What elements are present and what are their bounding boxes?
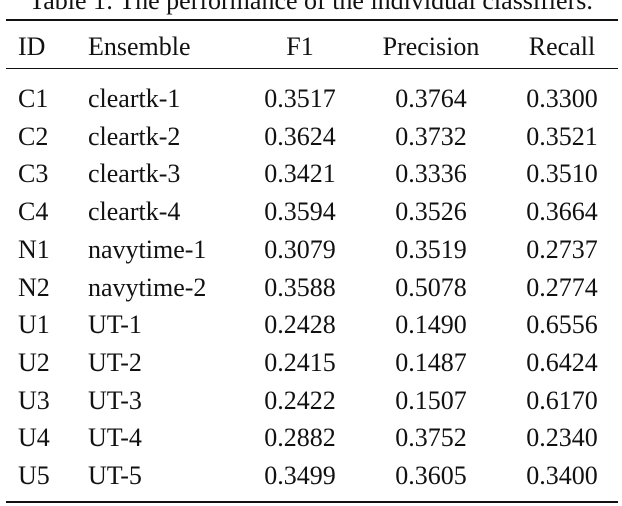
table-cell: 0.6424: [526, 347, 598, 377]
table-cell: UT-1: [88, 310, 142, 340]
mid-rule: [6, 68, 618, 69]
table-cell: 0.1490: [395, 310, 467, 340]
table-cell: 0.2737: [526, 234, 598, 264]
table-cell: 0.2882: [264, 423, 336, 453]
table-cell: N1: [18, 234, 50, 264]
caption: Table 1: The performance of the individu…: [29, 0, 593, 15]
table-cell: cleartk-2: [88, 121, 181, 151]
table-cell: 0.1487: [395, 347, 467, 377]
table-cell: 0.3664: [526, 197, 598, 227]
table-cell: 0.3588: [264, 272, 336, 302]
table-cell: 0.3336: [395, 159, 467, 189]
table-cell: 0.3526: [395, 197, 467, 227]
table-cell: UT-3: [88, 385, 142, 415]
table-cell: U4: [18, 423, 50, 453]
table-cell: 0.3605: [395, 461, 467, 490]
table-cell: 0.3752: [395, 423, 467, 453]
column-header: Ensemble: [88, 32, 191, 61]
table-cell: 0.3421: [264, 159, 336, 189]
table-cell: 0.2774: [526, 272, 598, 302]
column-header: Precision: [382, 32, 480, 61]
table-cell: C4: [18, 197, 49, 227]
table-cell: U2: [18, 347, 50, 377]
table-cell: 0.5078: [395, 272, 467, 302]
table-cell: C1: [18, 84, 49, 113]
table-cell: 0.3519: [395, 234, 467, 264]
table-cell: UT-5: [88, 461, 142, 490]
table-cell: 0.3300: [526, 84, 598, 113]
table-cell: 0.3510: [526, 159, 598, 189]
bottom-rule: [6, 501, 618, 503]
table-cell: 0.1507: [395, 385, 467, 415]
table-cell: 0.2415: [264, 347, 336, 377]
column-header: Recall: [528, 32, 596, 61]
column-header: ID: [18, 32, 46, 61]
table-cell: 0.2422: [264, 385, 336, 415]
table-cell: UT-2: [88, 347, 142, 377]
table-cell: UT-4: [88, 423, 142, 453]
table-cell: 0.3732: [395, 121, 467, 151]
table-cell: 0.3499: [264, 461, 336, 490]
table-cell: 0.3764: [395, 84, 467, 113]
column-header: F1: [286, 32, 314, 61]
table-cell: 0.3624: [264, 121, 336, 151]
table-cell: cleartk-3: [88, 159, 181, 189]
table-cell: 0.2340: [526, 423, 598, 453]
table-cell: U5: [18, 461, 50, 490]
table-cell: C2: [18, 121, 49, 151]
table-cell: 0.3517: [264, 84, 336, 113]
table-cell: cleartk-4: [88, 197, 181, 227]
table-cell: 0.3521: [526, 121, 598, 151]
table-cell: 0.2428: [264, 310, 336, 340]
table-cell: N2: [18, 272, 50, 302]
table-cell: 0.3079: [264, 234, 336, 264]
table-cell: 0.6556: [526, 310, 598, 340]
table-cell: U3: [18, 385, 50, 415]
table-cell: 0.3400: [526, 461, 598, 490]
top-rule: [6, 19, 618, 21]
table-cell: 0.3594: [264, 197, 336, 227]
table-cell: navytime-2: [88, 272, 207, 302]
table-cell: 0.6170: [526, 385, 598, 415]
table-cell: cleartk-1: [88, 84, 181, 113]
table-cell: navytime-1: [88, 234, 207, 264]
table-cell: C3: [18, 159, 49, 189]
table-cell: U1: [18, 310, 50, 340]
